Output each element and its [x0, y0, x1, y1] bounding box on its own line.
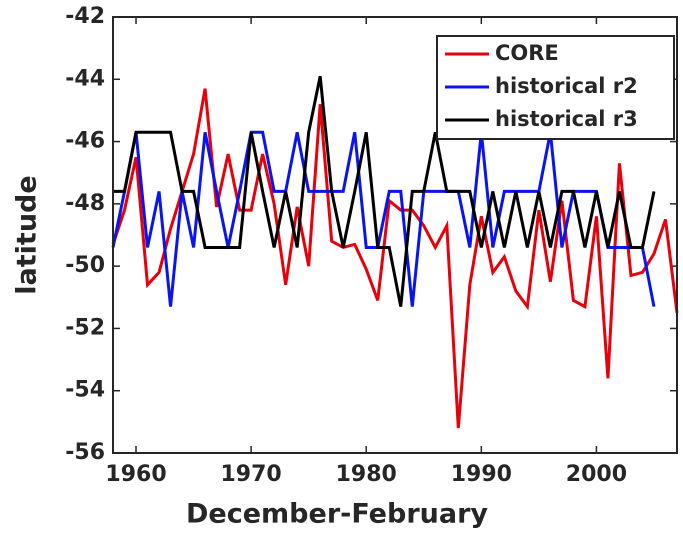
x-axis-label: December-February — [186, 499, 488, 530]
legend-label: CORE — [495, 41, 559, 65]
x-tick-label: 1960 — [105, 462, 166, 487]
series-line — [113, 75, 656, 307]
y-axis-label: latitude — [12, 175, 43, 294]
y-tick-label: -48 — [65, 191, 105, 216]
x-tick-label: 1970 — [221, 462, 282, 487]
y-tick-label: -44 — [65, 66, 105, 91]
legend-label: historical r2 — [495, 74, 638, 98]
y-tick-label: -52 — [65, 315, 105, 340]
y-tick-label: -42 — [65, 4, 105, 29]
y-tick-label: -46 — [65, 129, 105, 154]
x-tick-label: 1980 — [336, 462, 397, 487]
legend-label: historical r3 — [495, 107, 638, 131]
y-tick-label: -50 — [65, 253, 105, 278]
y-tick-label: -56 — [65, 440, 105, 465]
plot-frame — [112, 16, 678, 454]
x-tick-label: 1990 — [451, 462, 512, 487]
x-tick-label: 2000 — [566, 462, 627, 487]
series-line — [111, 130, 656, 307]
y-tick-label: -54 — [65, 378, 105, 403]
series-line — [111, 88, 679, 429]
